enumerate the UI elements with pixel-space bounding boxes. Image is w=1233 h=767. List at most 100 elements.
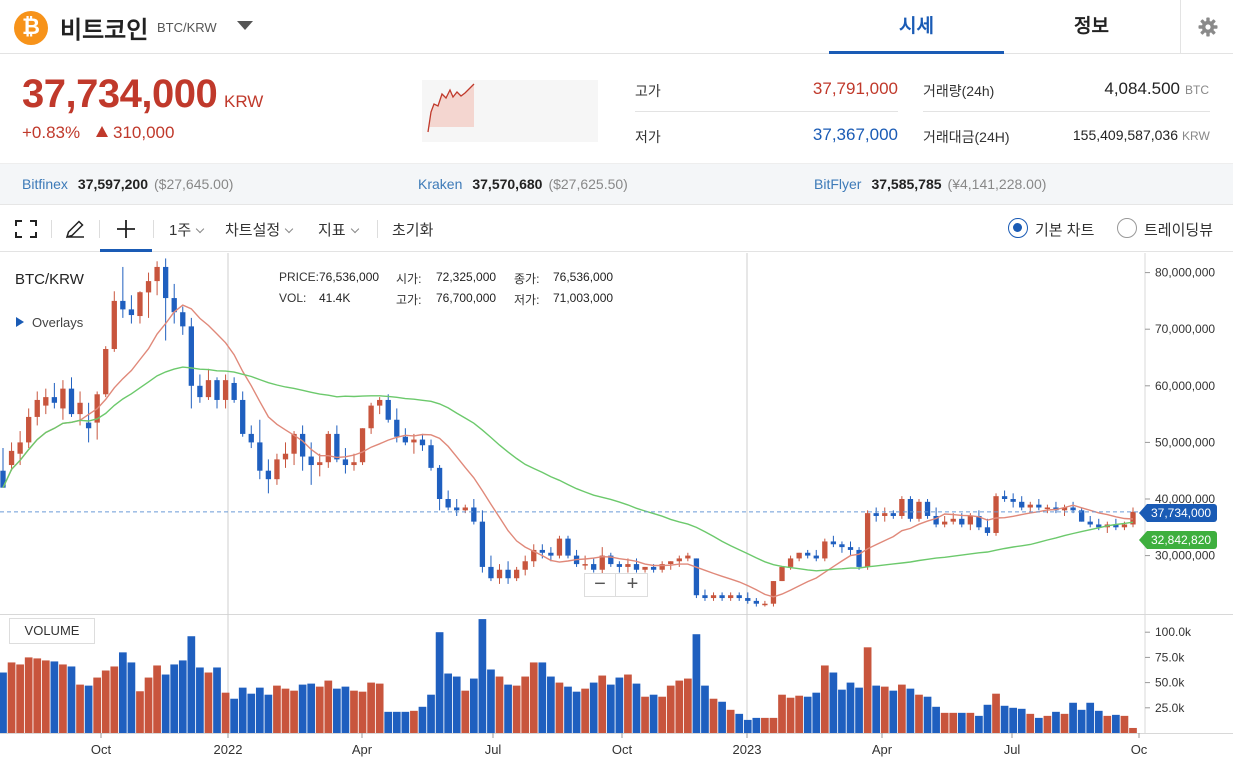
exchange-item[interactable]: Bitfinex 37,597,200 ($27,645.00) <box>22 176 233 192</box>
pencil-icon[interactable] <box>64 218 86 240</box>
tradingview-radio[interactable] <box>1117 218 1137 238</box>
candle-body <box>60 388 66 409</box>
volume-bar <box>324 680 333 733</box>
reset-button[interactable]: 초기화 <box>392 222 434 239</box>
volume-bar <box>709 698 718 733</box>
candle-body <box>736 595 742 599</box>
interval-value: 1주 <box>169 222 192 239</box>
coin-pair[interactable]: BTC/KRW <box>157 20 217 35</box>
chevron-down-icon <box>350 224 359 234</box>
volume-bar <box>632 683 641 733</box>
chart-settings-label: 차트설정 <box>225 222 281 239</box>
candle-body <box>916 501 922 519</box>
candle-body <box>128 309 135 316</box>
indicators-label: 지표 <box>318 222 346 239</box>
tab-price[interactable]: 시세 <box>829 0 1004 54</box>
overlays-toggle[interactable]: Overlays <box>16 315 83 330</box>
basic-chart-radio[interactable] <box>1008 218 1028 238</box>
basic-chart-label[interactable]: 기본 차트 <box>1035 222 1095 239</box>
candle-body <box>933 515 939 525</box>
candle-body <box>180 312 186 327</box>
candle-body <box>43 397 49 406</box>
volume-bar <box>358 691 367 733</box>
volume-bar <box>880 686 889 733</box>
change-amount: 310,000 <box>113 123 175 142</box>
exchange-name: BitFlyer <box>814 176 862 192</box>
volume-bar <box>940 712 949 733</box>
volume-bar <box>67 666 76 733</box>
x-tick-label: Oct <box>612 742 633 757</box>
candle-body <box>787 558 794 567</box>
candle-body <box>522 561 528 570</box>
volume-bar <box>778 694 786 733</box>
x-tick-label: Jul <box>1004 742 1021 757</box>
candle-body <box>950 518 956 522</box>
volume-bar <box>683 678 692 733</box>
candle-body <box>248 433 254 443</box>
volume-bar <box>59 664 67 733</box>
play-icon <box>16 317 24 327</box>
candle-body <box>471 507 477 522</box>
moving-average-slow-line <box>2 366 1134 572</box>
volume-bar <box>726 709 735 733</box>
volume-bar <box>572 691 581 733</box>
candle-body <box>496 569 503 579</box>
zoom-in-button[interactable]: + <box>626 573 639 595</box>
volume-bar <box>238 687 247 733</box>
y-tick-label: 80,000,000 <box>1155 266 1215 280</box>
volume-bar <box>1129 727 1137 733</box>
exchange-name: Bitfinex <box>22 176 68 192</box>
candle-body <box>171 298 177 313</box>
ohlc-high-label: 고가: <box>396 293 422 307</box>
interval-select[interactable]: 1주 <box>169 219 205 240</box>
volume-bar <box>264 694 273 733</box>
candle-body <box>351 462 357 466</box>
fullscreen-icon[interactable] <box>15 220 37 238</box>
candle-body <box>668 561 674 565</box>
volume-bar <box>820 665 829 733</box>
volume-bar <box>367 682 375 733</box>
candle-body <box>377 399 383 406</box>
volume-bar <box>992 693 1000 733</box>
zoom-out-button[interactable]: − <box>585 574 616 596</box>
volume-bar <box>110 666 119 733</box>
bitcoin-logo-icon: ₿ <box>14 11 48 45</box>
candle-body <box>436 467 443 499</box>
tradingview-label[interactable]: 트레이딩뷰 <box>1144 222 1214 239</box>
volume-bar <box>512 685 521 733</box>
volume-bar <box>196 667 204 733</box>
candle-body <box>856 549 862 567</box>
volume-bar <box>427 694 435 733</box>
volume-bar <box>829 672 838 733</box>
candle-body <box>1001 496 1008 499</box>
volume-bar <box>1120 715 1129 733</box>
price-chart[interactable]: 30,000,000 40,000,000 50,000,000 60,000,000… <box>0 253 1233 767</box>
volume-bar <box>161 674 170 733</box>
candle-body <box>899 499 905 516</box>
y-tick-label: 50,000,000 <box>1155 435 1215 449</box>
settings-button[interactable] <box>1180 0 1233 54</box>
volume-bar <box>469 678 478 733</box>
turnover-unit: KRW <box>1182 129 1210 143</box>
candle-body <box>864 513 871 567</box>
exchange-item[interactable]: Kraken 37,570,680 ($27,625.50) <box>418 176 628 192</box>
indicators-menu[interactable]: 지표 <box>318 219 359 240</box>
candle-body <box>1010 499 1016 502</box>
tab-info[interactable]: 정보 <box>1074 15 1109 37</box>
coin-dropdown-caret-icon[interactable] <box>237 21 253 30</box>
candle-body <box>685 555 691 559</box>
volume-panel-label: VOLUME <box>9 618 95 644</box>
volume-bar <box>521 676 530 733</box>
exchange-ref-price: (¥4,141,228.00) <box>947 176 1047 192</box>
coin-name[interactable]: 비트코인 <box>60 16 149 44</box>
volume-bar <box>1077 709 1086 733</box>
volume-bar <box>93 677 102 733</box>
chart-settings-menu[interactable]: 차트설정 <box>225 219 294 240</box>
candle-body <box>154 266 160 282</box>
crosshair-icon[interactable] <box>116 219 136 239</box>
candle-body <box>505 569 511 579</box>
candle-body <box>479 521 486 567</box>
exchange-item[interactable]: BitFlyer 37,585,785 (¥4,141,228.00) <box>814 176 1046 192</box>
x-tick-label: Apr <box>872 742 893 757</box>
chevron-down-icon <box>195 224 205 234</box>
